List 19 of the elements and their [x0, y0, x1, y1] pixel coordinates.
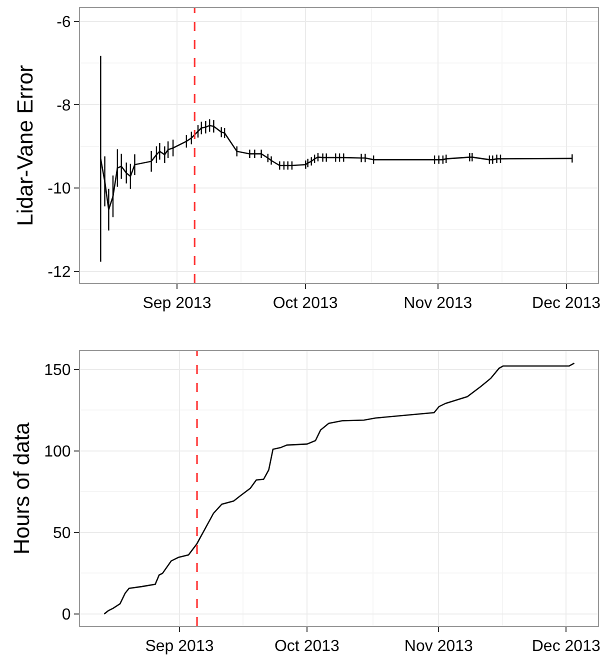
- x-tick-label: Sep 2013: [145, 638, 214, 655]
- y-tick-label: -6: [56, 14, 71, 31]
- x-tick-label: Nov 2013: [404, 295, 472, 312]
- x-tick-label: Oct 2013: [274, 638, 340, 655]
- y-tick-label: 0: [62, 606, 71, 624]
- line-series: [104, 362, 575, 615]
- y-tick-label: -10: [48, 180, 71, 198]
- y-tick-label: 100: [44, 444, 71, 461]
- x-tick-label: Dec 2013: [532, 638, 600, 655]
- y-tick-label: 50: [53, 525, 71, 542]
- y-tick-label: 150: [44, 362, 71, 380]
- x-tick-label: Sep 2013: [142, 295, 212, 312]
- x-tick-label: Oct 2013: [272, 295, 338, 312]
- y-axis-title: Hours of data: [8, 422, 34, 555]
- y-axis-title: Lidar-Vane Error: [12, 65, 38, 226]
- x-tick-label: Nov 2013: [404, 638, 474, 655]
- x-tick-label: Dec 2013: [532, 295, 601, 312]
- y-tick-label: -8: [56, 97, 71, 114]
- y-tick-label: -12: [48, 264, 71, 281]
